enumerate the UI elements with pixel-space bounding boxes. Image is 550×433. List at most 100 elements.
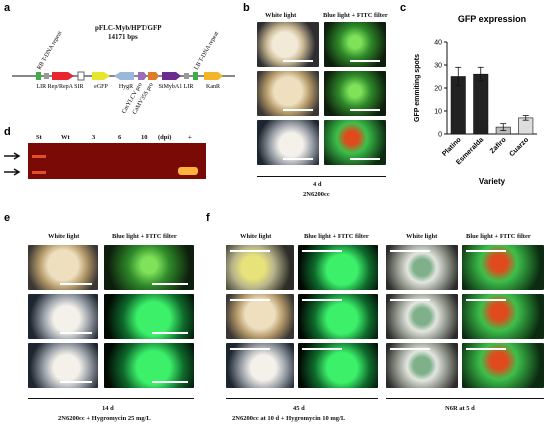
lane-label: + [188, 134, 192, 141]
arrow [4, 152, 21, 160]
time-label: 45 d [293, 405, 305, 412]
hygr-arrow [114, 72, 134, 80]
rep-arrow [52, 72, 74, 80]
panel-label: d [4, 126, 11, 138]
gel-image [4, 143, 206, 179]
bar-chart: GFP expression GFP emmiting spots 0 10 20 30 4… [414, 14, 537, 186]
kanr-arrow [204, 72, 223, 80]
y-tick-label: 30 [434, 63, 442, 70]
element-label: eGFP [94, 84, 108, 90]
panel-label: b [243, 2, 250, 14]
error-bar [500, 123, 507, 131]
column-header: Blue light + FITC filter [112, 233, 177, 240]
photo [324, 22, 386, 67]
lane-label: 10 [141, 134, 148, 141]
photo [28, 343, 98, 388]
photo [298, 343, 378, 388]
x-axis-label: Variety [479, 177, 506, 186]
y-axis-label: GFP emmiting spots [414, 54, 421, 122]
plasmid-map: RB T-DNA repeat LIR Rep/RepA SIR eGFP Hy… [12, 30, 235, 115]
photo [298, 294, 378, 339]
lane-label: 6 [118, 134, 122, 141]
rb-element [36, 72, 41, 80]
condition-label: 2N6200cc + Hygromycin 25 mg/L [58, 415, 151, 422]
lir-element [44, 73, 49, 79]
divider [226, 398, 378, 399]
photo [104, 294, 194, 339]
sir-element [77, 71, 85, 81]
photo [462, 245, 544, 290]
band [32, 155, 46, 158]
egfp-arrow [92, 72, 110, 80]
element-label: KanR [206, 84, 220, 90]
plasmid-title: pFLC-Myb/HPT/GFP [95, 24, 162, 32]
column-header: Blue light + FITC filter [304, 233, 369, 240]
photo [226, 343, 294, 388]
divider [28, 398, 194, 399]
x-tick-label: Platino [441, 136, 462, 157]
photo [104, 343, 194, 388]
photo [226, 294, 294, 339]
band [32, 171, 46, 174]
band [178, 167, 198, 175]
cmylcv-arrow [138, 72, 147, 80]
divider [386, 398, 544, 399]
y-tick-label: 40 [434, 40, 442, 47]
column-header: White light [265, 12, 297, 19]
condition-label: 2N6200cc [303, 191, 330, 198]
lane-label: 3 [92, 134, 96, 141]
element-label: StMybA1 LIR [159, 84, 194, 90]
panel-label: f [206, 212, 210, 224]
photo [257, 71, 319, 116]
photo [28, 245, 98, 290]
lane-label: Wt [61, 134, 70, 141]
time-label: 14 d [102, 405, 114, 412]
photo [462, 343, 544, 388]
plasmid-size: 14171 bps [108, 33, 138, 41]
divider [257, 176, 386, 177]
photo [386, 343, 458, 388]
chart-title: GFP expression [458, 14, 526, 24]
element-label: HygR [119, 84, 133, 90]
x-tick-label: Cuarzo [508, 136, 530, 158]
photo [324, 120, 386, 165]
photo [104, 245, 194, 290]
photo [257, 120, 319, 165]
photo [462, 294, 544, 339]
y-tick-label: 10 [434, 109, 442, 116]
photo [257, 22, 319, 67]
lir-element [184, 73, 189, 79]
element-label: LB T-DNA repeat [194, 30, 221, 71]
x-tick-label: Zafiro [489, 136, 508, 155]
time-label: 4 d [313, 181, 322, 188]
y-tick-label: 20 [434, 86, 442, 93]
photo [298, 245, 378, 290]
error-bar [522, 115, 529, 121]
bar [473, 73, 489, 135]
gel [28, 143, 206, 179]
panel-label: e [4, 212, 11, 224]
camv-arrow [148, 72, 159, 80]
element-label: LIR Rep/RepA SIR [36, 84, 83, 90]
column-header: White light [240, 233, 272, 240]
photo [226, 245, 294, 290]
panel-label: c [400, 2, 407, 14]
photo [28, 294, 98, 339]
error-bar [455, 66, 462, 87]
photo [386, 294, 458, 339]
photo [386, 245, 458, 290]
lane-label: St [36, 134, 42, 141]
column-header: White light [48, 233, 80, 240]
column-header: Blue light + FITC filter [323, 12, 388, 19]
lb-element [193, 72, 198, 80]
condition-label: N6R at 5 d [445, 405, 475, 412]
condition-label: 2N6200cc at 10 d + Hygromycin 10 mg/L [232, 415, 346, 422]
photo [324, 71, 386, 116]
element-label: RB T-DNA repeat [37, 30, 64, 71]
column-header: White light [406, 233, 438, 240]
y-tick-label: 0 [438, 132, 442, 139]
arrow [4, 168, 21, 176]
error-bar [477, 66, 484, 82]
column-header: Blue light + FITC filter [466, 233, 531, 240]
